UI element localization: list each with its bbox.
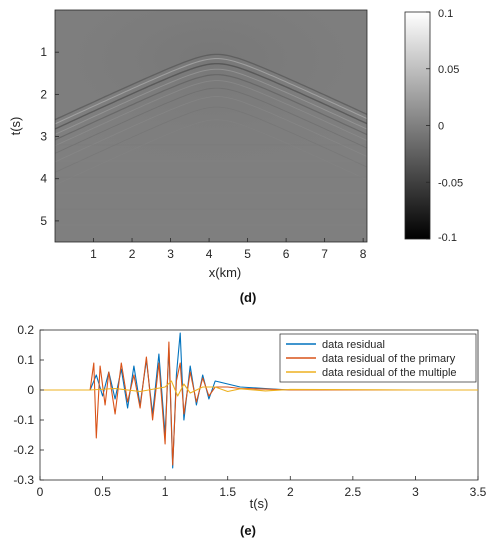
y-tick-label: 2 [40, 87, 47, 101]
x-tick-label: 2.5 [345, 485, 362, 499]
x-tick-label: 4 [206, 247, 213, 261]
x-axis-ticks: 0 0.5 1 1.5 2 2.5 3 3.5 [37, 476, 487, 499]
seismic-event-curve [55, 74, 367, 141]
residual-trace-panel: 0 0.5 1 1.5 2 2.5 3 3.5 0.2 0.1 0 -0.1 -0.2 -0.3 t(s… [13, 323, 486, 511]
y-axis-ticks: 1 2 3 4 5 [40, 45, 59, 228]
legend-label-2: data residual of the primary [322, 353, 456, 365]
series-line-2 [40, 341, 478, 466]
legend-label-1: data residual [322, 339, 385, 351]
seismic-section-frame [54, 9, 368, 243]
event-glow [55, 10, 367, 173]
seismic-event-curve [55, 58, 367, 125]
legend-label-3: data residual of the multiple [322, 367, 457, 379]
y-axis-label: t(s) [8, 117, 23, 136]
panel-label-d: (d) [240, 290, 257, 305]
seismic-event-curve [55, 87, 367, 154]
seismic-event-curve [55, 106, 367, 173]
y-tick-label: 0 [27, 383, 34, 397]
x-tick-label: 1 [90, 247, 97, 261]
y-tick-label: 3 [40, 130, 47, 144]
seismic-event-curve [55, 63, 367, 130]
y-tick-label: 0.1 [17, 353, 34, 367]
seismic-event-curve [55, 53, 367, 121]
panel-label-e: (e) [240, 523, 256, 538]
colorbar-tick-label: 0.05 [438, 64, 459, 76]
x-tick-label: 7 [321, 247, 328, 261]
x-tick-label: 2 [129, 247, 136, 261]
x-tick-label: 2 [287, 485, 294, 499]
colorbar: 0.1 0.05 0 -0.05 -0.1 [404, 8, 463, 244]
y-tick-label: 1 [40, 45, 47, 59]
y-tick-label: 5 [40, 214, 47, 228]
x-tick-label: 8 [360, 247, 367, 261]
x-tick-label: 0 [37, 485, 44, 499]
x-tick-label: 1 [162, 485, 169, 499]
y-tick-label: -0.2 [13, 443, 34, 457]
series-line-3 [40, 380, 478, 397]
y-tick-label: 4 [40, 172, 47, 186]
y-tick-label: -0.1 [13, 413, 34, 427]
colorbar-ticks: 0.1 0.05 0 -0.05 -0.1 [426, 8, 463, 244]
x-tick-label: 3 [412, 485, 419, 499]
y-tick-label: -0.3 [13, 473, 34, 487]
y-tick-label: 0.2 [17, 323, 34, 337]
colorbar-gradient [404, 11, 431, 240]
x-tick-label: 0.5 [94, 485, 111, 499]
colorbar-tick-label: 0.1 [438, 8, 453, 20]
x-tick-label: 5 [244, 247, 251, 261]
y-axis-ticks: 0.2 0.1 0 -0.1 -0.2 -0.3 [13, 323, 44, 487]
legend: data residual data residual of the primar… [279, 333, 477, 383]
x-tick-label: 3 [167, 247, 174, 261]
x-tick-label: 3.5 [470, 485, 487, 499]
seismic-events [55, 10, 367, 226]
colorbar-tick-label: 0 [438, 121, 444, 133]
series-line-1 [40, 332, 478, 469]
seismic-event-curve [55, 68, 367, 135]
colorbar-tick-label: -0.05 [438, 177, 463, 189]
seismic-event-curve [55, 80, 367, 147]
x-axis-ticks: 1 2 3 4 5 6 7 8 [90, 238, 367, 261]
seismic-section-panel: 1 2 3 4 5 6 7 8 1 2 3 4 5 x(km) t(s) [8, 9, 368, 280]
series-lines [40, 332, 478, 469]
x-tick-label: 1.5 [219, 485, 236, 499]
x-axis-label: x(km) [209, 265, 242, 280]
x-axis-label: t(s) [250, 496, 269, 511]
x-tick-label: 6 [283, 247, 290, 261]
colorbar-tick-label: -0.1 [438, 232, 457, 244]
seismic-event-curve [55, 96, 367, 163]
